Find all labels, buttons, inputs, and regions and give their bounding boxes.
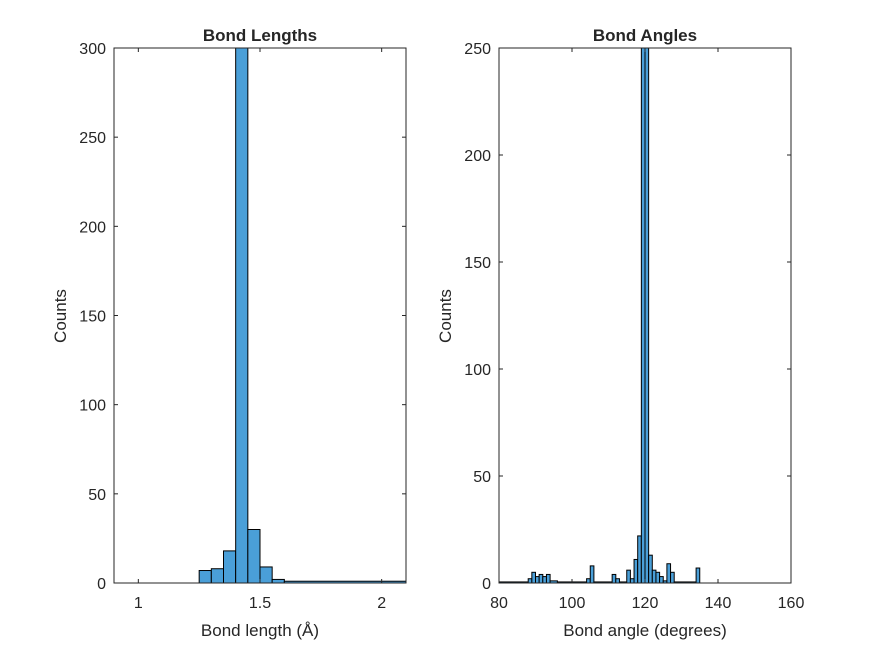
bond-lengths-y-tick-label: 50 (88, 487, 106, 504)
bond-angles-y-ticks: 0 50 100 150 200 250 (464, 41, 791, 593)
bond-lengths-bars (198, 47, 407, 584)
bond-angles-y-tick-label: 250 (464, 41, 491, 58)
bond-angles-y-tick-label: 100 (464, 362, 491, 379)
bond-lengths-x-tick-label: 1.5 (249, 595, 271, 612)
bond-angles-x-tick-label: 80 (490, 595, 508, 612)
bond-angles-bars (498, 47, 701, 584)
bond-lengths-y-tick-label: 0 (97, 576, 106, 593)
bond-lengths-bar (271, 578, 285, 584)
bond-angles-panel: 80 100 120 140 160 0 50 100 150 200 250 Bond Angl… (436, 26, 804, 640)
bond-angles-bar (648, 554, 653, 584)
bond-lengths-x-ticks: 1 1.5 2 (134, 48, 386, 612)
bond-angles-bar (695, 567, 701, 584)
bond-lengths-bar (223, 550, 237, 584)
bond-angles-bar (629, 578, 635, 584)
bond-angles-bar (535, 576, 540, 584)
bond-angles-y-tick-label: 200 (464, 148, 491, 165)
bond-angles-x-tick-label: 120 (632, 595, 659, 612)
bond-angles-bar (545, 573, 551, 584)
bond-lengths-y-ticks: 0 50 100 150 200 250 300 (79, 41, 406, 593)
bond-angles-x-ticks: 80 100 120 140 160 (490, 48, 804, 612)
bond-angles-bar (655, 571, 661, 584)
bond-angles-bar (586, 578, 591, 584)
bond-lengths-y-tick-label: 300 (79, 41, 106, 58)
bond-lengths-axes-box (113, 47, 407, 584)
bond-angles-x-tick-label: 140 (705, 595, 732, 612)
bond-lengths-title: Bond Lengths (203, 26, 317, 45)
bond-angles-y-tick-label: 50 (473, 469, 491, 486)
bond-angles-title: Bond Angles (593, 26, 697, 45)
bond-angles-bar (670, 571, 675, 584)
bond-angles-bar (666, 563, 672, 584)
bond-lengths-bar (198, 570, 212, 584)
bond-angles-bar (637, 535, 642, 584)
bond-angles-bar (531, 571, 536, 584)
bond-lengths-bar (235, 47, 249, 584)
bond-angles-x-tick-label: 160 (778, 595, 805, 612)
bond-lengths-bar (259, 566, 273, 584)
bond-angles-bar (538, 573, 544, 584)
bond-angles-bar (640, 47, 646, 584)
bond-lengths-x-tick-label: 1 (134, 595, 143, 612)
bond-angles-bar (644, 47, 650, 584)
bond-angles-bar (615, 578, 620, 584)
bond-angles-bar (651, 569, 657, 584)
bond-lengths-y-tick-label: 200 (79, 219, 106, 236)
bond-lengths-y-tick-label: 100 (79, 398, 106, 415)
bond-angles-y-tick-label: 150 (464, 255, 491, 272)
bond-lengths-bar (210, 568, 225, 584)
bond-angles-bar (659, 576, 664, 584)
bond-lengths-bar (247, 529, 261, 584)
bond-angles-bar (589, 565, 595, 584)
bond-angles-y-axis-label: Counts (436, 289, 455, 343)
bond-lengths-y-axis-label: Counts (51, 289, 70, 343)
bond-angles-bar (633, 558, 639, 584)
bond-lengths-x-axis-label: Bond length (Å) (201, 621, 319, 640)
bond-angles-bar (527, 578, 533, 584)
bond-angles-bar (542, 576, 547, 584)
bond-angles-bar (626, 569, 631, 584)
bond-lengths-x-tick-label: 2 (377, 595, 386, 612)
bond-lengths-y-tick-label: 250 (79, 130, 106, 147)
bond-angles-y-tick-label: 0 (482, 576, 491, 593)
bond-angles-x-axis-label: Bond angle (degrees) (563, 621, 727, 640)
bond-lengths-y-tick-label: 150 (79, 309, 106, 326)
bond-angles-bar (611, 573, 617, 584)
bond-angles-x-tick-label: 100 (559, 595, 586, 612)
